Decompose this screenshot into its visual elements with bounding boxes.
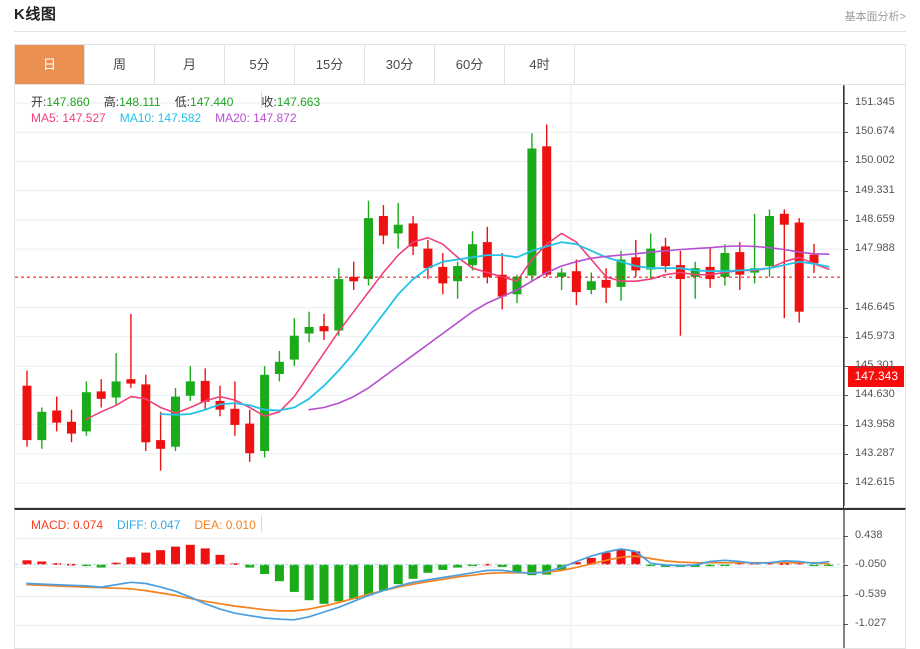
tab-4hour[interactable]: 4时 <box>505 45 575 84</box>
low-label: 低: <box>174 95 191 109</box>
ma5-legend: MA5: 147.527 <box>31 111 106 125</box>
price-axis-tick: 147.988 <box>855 242 895 255</box>
macd-axis-tickmark <box>843 623 848 625</box>
macd-value-legend: MACD: 0.074 <box>31 518 104 532</box>
price-axis-tick: 143.958 <box>855 417 895 430</box>
ma-legend: MA5: 147.527 MA10: 147.582 MA20: 147.872 <box>31 111 297 125</box>
tab-60min[interactable]: 60分 <box>435 45 505 84</box>
price-axis-tick: 144.630 <box>855 388 895 401</box>
legend-divider <box>261 91 262 108</box>
right-axis-line <box>843 86 844 648</box>
macd-axis-tick: -0.050 <box>855 558 887 571</box>
dea-value-legend: DEA: 0.010 <box>194 518 256 532</box>
tab-week[interactable]: 周 <box>85 45 155 84</box>
price-axis-tickmark <box>843 366 848 368</box>
tab-30min[interactable]: 30分 <box>365 45 435 84</box>
price-axis-tick: 143.287 <box>855 446 895 459</box>
ohlc-legend: 开:147.860 高:148.111 低:147.440 收:147.663 <box>31 93 320 110</box>
high-label: 高: <box>103 95 120 109</box>
price-axis-tickmark <box>843 161 848 163</box>
low-value: 147.440 <box>190 95 234 109</box>
price-chart-panel[interactable]: 开:147.860 高:148.111 低:147.440 收:147.663 MA5… <box>14 85 906 508</box>
macd-axis-tick: -1.027 <box>855 616 887 629</box>
macd-axis-tick: -0.539 <box>855 587 887 600</box>
price-axis-tick: 142.615 <box>855 476 895 488</box>
ma20-legend: MA20: 147.872 <box>215 111 297 125</box>
tab-15min[interactable]: 15分 <box>295 45 365 84</box>
price-axis-tickmark <box>843 424 848 426</box>
macd-axis-tick: 0.438 <box>855 529 883 542</box>
price-axis-tick: 150.002 <box>855 154 895 167</box>
close-label: 收: <box>261 95 277 109</box>
macd-chart-panel[interactable]: MACD: 0.074 DIFF: 0.047 DEA: 0.010 <box>14 508 906 649</box>
high-value: 148.111 <box>119 95 161 109</box>
price-axis-tickmark <box>843 249 848 251</box>
price-axis-tick: 148.659 <box>855 212 895 225</box>
diff-value-legend: DIFF: 0.047 <box>117 518 181 532</box>
price-axis-tickmark <box>843 219 848 221</box>
price-axis-tickmark <box>843 453 848 455</box>
open-value: 147.860 <box>46 95 90 109</box>
price-axis-tickmark <box>843 307 848 309</box>
price-axis-tick: 150.674 <box>855 125 895 138</box>
tab-month[interactable]: 月 <box>155 45 225 84</box>
price-axis-tick: 146.645 <box>855 300 895 313</box>
macd-axis-tickmark <box>843 565 848 567</box>
price-axis-tickmark <box>843 483 848 484</box>
price-axis-tickmark <box>843 190 848 192</box>
close-value: 147.663 <box>276 95 321 109</box>
tabbar-filler <box>575 45 905 84</box>
macd-legend: MACD: 0.074 DIFF: 0.047 DEA: 0.010 <box>31 518 256 532</box>
timeframe-tabbar: 日 周 月 5分 15分 30分 60分 4时 <box>14 44 906 85</box>
header-divider <box>14 31 906 32</box>
tab-5min[interactable]: 5分 <box>225 45 295 84</box>
open-label: 开: <box>31 95 47 109</box>
candlestick-plot <box>15 85 845 506</box>
ma10-legend: MA10: 147.582 <box>119 111 202 125</box>
price-axis-tick: 149.331 <box>855 183 895 196</box>
price-axis-tickmark <box>843 336 848 338</box>
price-axis-tick: 151.345 <box>855 96 895 108</box>
macd-axis-tickmark <box>843 594 848 596</box>
macd-legend-divider <box>261 515 262 532</box>
price-axis-tick: 145.973 <box>855 329 895 342</box>
price-axis-tickmark <box>843 132 848 134</box>
fundamental-analysis-link[interactable]: 基本面分析> <box>844 11 906 23</box>
tab-day[interactable]: 日 <box>15 45 85 84</box>
page-title: K线图 <box>14 6 57 23</box>
widget-header: K线图 基本面分析> <box>0 0 920 30</box>
macd-axis-tickmark <box>843 536 848 538</box>
current-price-tag: 147.343 <box>847 366 904 387</box>
price-axis-tick: 145.301 <box>855 359 895 372</box>
price-axis-tickmark <box>843 395 848 397</box>
price-axis-tickmark <box>843 103 848 104</box>
macd-plot <box>15 510 845 648</box>
